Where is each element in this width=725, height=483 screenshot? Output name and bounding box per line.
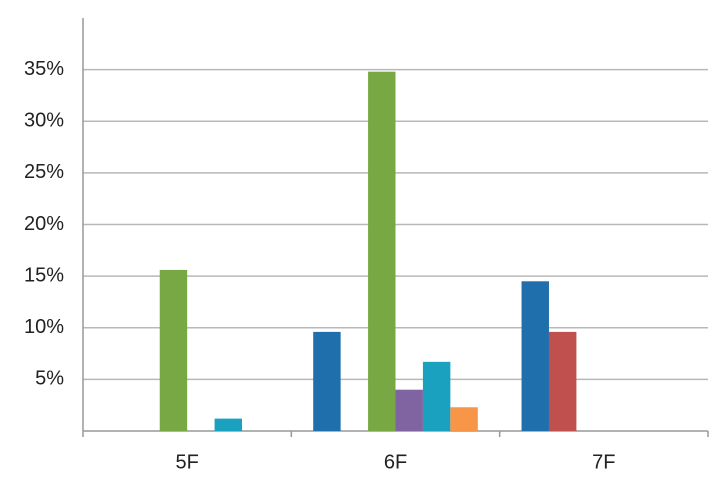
bar bbox=[159, 269, 188, 431]
bar bbox=[422, 361, 451, 431]
bar bbox=[214, 418, 243, 431]
x-tick-label: 6F bbox=[384, 451, 407, 473]
bar bbox=[313, 331, 341, 431]
y-tick-label: 25% bbox=[24, 161, 64, 183]
y-tick-label: 15% bbox=[24, 264, 64, 286]
y-tick-label: 20% bbox=[24, 213, 64, 235]
x-tick-label: 7F bbox=[592, 451, 615, 473]
bar bbox=[521, 281, 549, 431]
y-tick-label: 10% bbox=[24, 316, 64, 338]
bar bbox=[368, 71, 396, 431]
y-tick-label: 5% bbox=[35, 368, 64, 390]
y-tick-label: 35% bbox=[24, 58, 64, 80]
bar bbox=[395, 389, 423, 431]
x-tick-label: 5F bbox=[175, 451, 198, 473]
y-tick-label: 30% bbox=[24, 110, 64, 132]
bar bbox=[450, 407, 478, 431]
bar bbox=[548, 331, 577, 431]
